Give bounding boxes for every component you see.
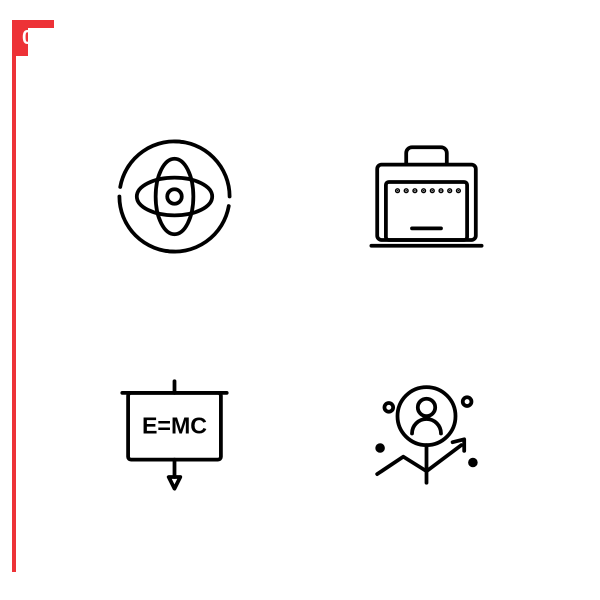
briefcase-icon <box>320 98 532 295</box>
icon-grid: E=MC <box>68 98 532 532</box>
user-growth-icon <box>320 335 532 532</box>
grid-wrapper: E=MC <box>28 28 572 572</box>
global-science-icon <box>68 98 280 295</box>
formula-text: E=MC <box>141 413 206 439</box>
formula-board-icon: E=MC <box>68 335 280 532</box>
accent-bar <box>12 28 16 572</box>
